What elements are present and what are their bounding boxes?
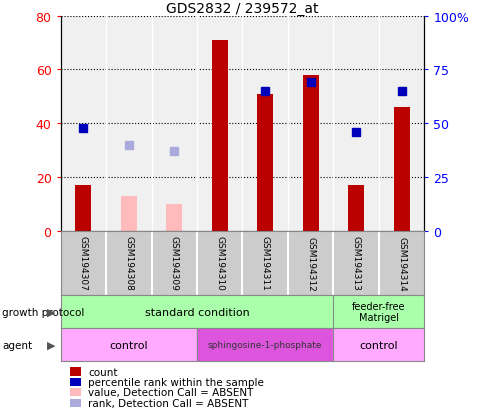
Text: count: count	[88, 367, 118, 377]
Bar	[257, 95, 272, 231]
Text: GSM194309: GSM194309	[169, 236, 179, 291]
Bar	[212, 41, 227, 231]
Text: value, Detection Call = ABSENT: value, Detection Call = ABSENT	[88, 387, 253, 397]
Text: GSM194313: GSM194313	[351, 236, 360, 291]
Text: agent: agent	[2, 340, 32, 350]
Bar	[121, 197, 136, 231]
Text: growth protocol: growth protocol	[2, 307, 85, 317]
Bar	[333, 295, 424, 328]
Bar	[60, 328, 197, 361]
Text: feeder-free
Matrigel: feeder-free Matrigel	[351, 301, 405, 323]
Text: sphingosine-1-phosphate: sphingosine-1-phosphate	[208, 340, 322, 349]
Bar	[60, 295, 333, 328]
Bar	[75, 186, 91, 231]
Text: control: control	[109, 340, 148, 350]
Text: ▶: ▶	[47, 340, 56, 350]
Bar	[166, 204, 182, 231]
Text: ▶: ▶	[47, 307, 56, 317]
Bar	[302, 76, 318, 231]
Text: control: control	[359, 340, 397, 350]
Text: GSM194308: GSM194308	[124, 236, 133, 291]
Text: percentile rank within the sample: percentile rank within the sample	[88, 377, 264, 387]
Text: standard condition: standard condition	[144, 307, 249, 317]
Text: GSM194307: GSM194307	[79, 236, 88, 291]
Bar	[348, 186, 363, 231]
Text: GSM194310: GSM194310	[215, 236, 224, 291]
Text: rank, Detection Call = ABSENT: rank, Detection Call = ABSENT	[88, 398, 248, 408]
Bar	[333, 328, 424, 361]
Bar	[393, 108, 409, 231]
Text: GSM194312: GSM194312	[305, 236, 315, 291]
Text: GSM194311: GSM194311	[260, 236, 269, 291]
Bar	[197, 328, 333, 361]
Text: GSM194314: GSM194314	[396, 236, 405, 291]
Title: GDS2832 / 239572_at: GDS2832 / 239572_at	[166, 2, 318, 16]
